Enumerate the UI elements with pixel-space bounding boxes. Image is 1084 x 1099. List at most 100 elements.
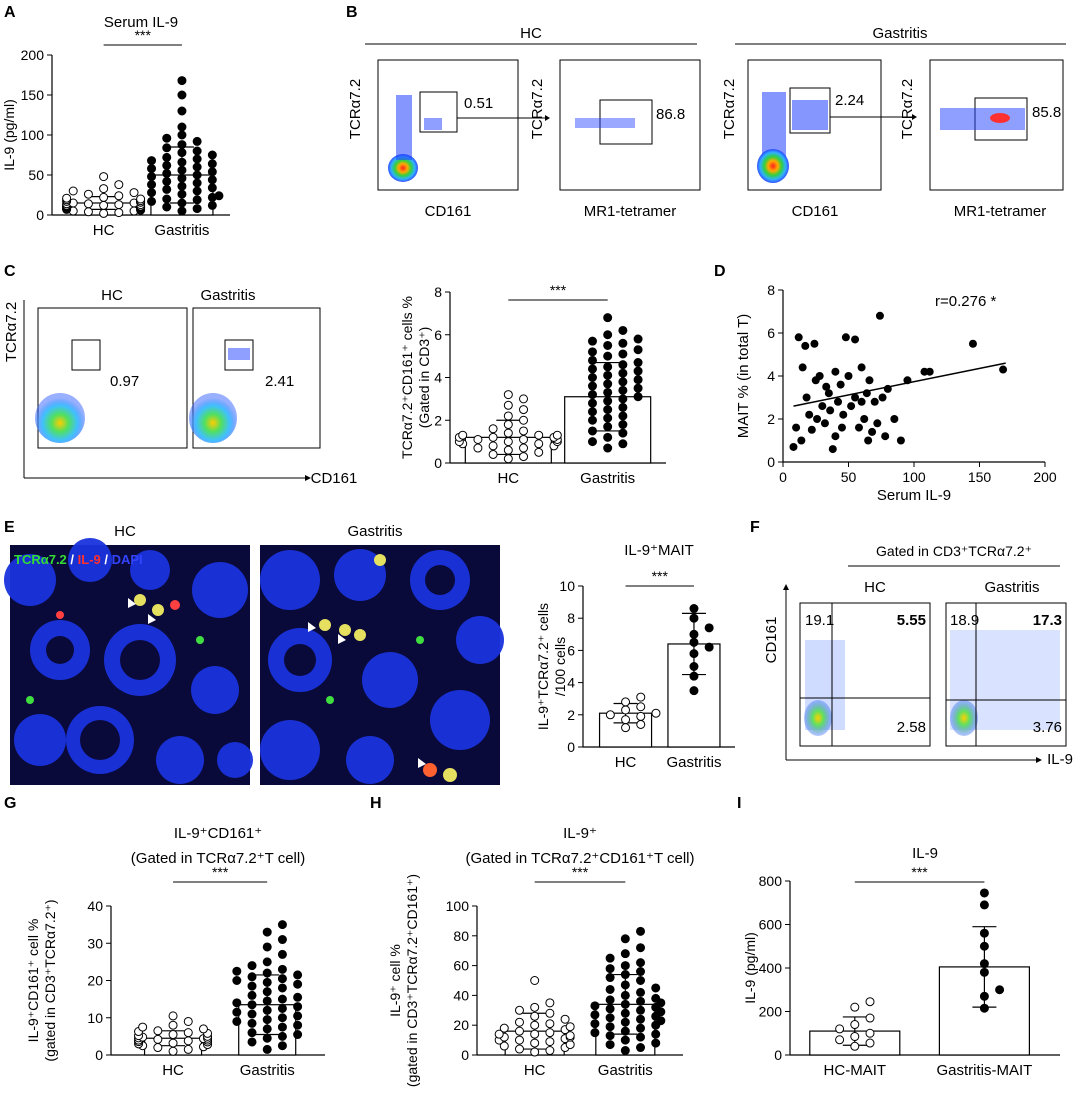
C-y-label-2: (Gated in CD3⁺) bbox=[416, 327, 432, 429]
C-data-point bbox=[519, 405, 529, 415]
f-hc-lr: 2.58 bbox=[897, 719, 926, 736]
I-data-point bbox=[850, 1032, 860, 1042]
E-y-tick-label: 0 bbox=[567, 739, 575, 755]
gas-density-core bbox=[757, 149, 789, 183]
d-data-point bbox=[881, 432, 890, 441]
d-y-tick-label: 4 bbox=[767, 368, 775, 384]
d-data-point bbox=[851, 335, 860, 344]
G-data-point bbox=[277, 1041, 287, 1051]
gastritis-flow-plot-2: 85.8 TCRα7.2 MR1-tetramer bbox=[899, 59, 1064, 220]
A-data-point bbox=[162, 194, 172, 204]
c-hc-gate bbox=[71, 339, 101, 371]
I-data-point bbox=[850, 1020, 860, 1030]
I-data-point bbox=[865, 1013, 875, 1023]
d-y-tick-label: 2 bbox=[767, 411, 775, 427]
H-data-point bbox=[545, 1028, 555, 1038]
A-data-point bbox=[177, 140, 187, 150]
f-gas-ul: 18.9 bbox=[950, 612, 979, 629]
G-y-label-2: (gated in CD3⁺TCRα7.2⁺) bbox=[42, 899, 58, 1061]
A-data-point bbox=[62, 193, 72, 203]
E-y-label: IL-9⁺TCRα7.2⁺ cells bbox=[535, 603, 551, 730]
C-data-point bbox=[503, 411, 513, 421]
A-data-point bbox=[162, 202, 172, 212]
E-data-point bbox=[651, 708, 661, 718]
I-x-tick-label: Gastritis-MAIT bbox=[936, 1062, 1032, 1079]
C-data-point bbox=[587, 390, 597, 400]
G-x-tick-label: Gastritis bbox=[240, 1062, 295, 1079]
G-data-point bbox=[277, 974, 287, 984]
C-data-point bbox=[587, 373, 597, 382]
d-data-point bbox=[818, 402, 827, 411]
H-data-point bbox=[530, 1038, 540, 1048]
G-data-point bbox=[153, 1043, 163, 1053]
E-y-tick-label: 10 bbox=[559, 578, 575, 594]
I-data-point bbox=[865, 997, 875, 1007]
H-data-point bbox=[620, 970, 630, 980]
A-data-point bbox=[114, 208, 124, 218]
E-y-tick-label: 2 bbox=[567, 707, 575, 723]
G-data-point bbox=[247, 1009, 257, 1019]
c-hc-title: HC bbox=[101, 287, 123, 304]
I-data-point bbox=[979, 941, 989, 951]
G-data-point bbox=[153, 1034, 163, 1044]
C-y-tick-label: 2 bbox=[434, 412, 442, 428]
E-data-point bbox=[621, 723, 631, 733]
C-data-point bbox=[603, 443, 613, 453]
A-data-point bbox=[83, 199, 93, 209]
f-hc-title: HC bbox=[864, 579, 886, 596]
H-data-point bbox=[636, 1023, 646, 1033]
d-x-tick-label: 200 bbox=[1033, 469, 1057, 485]
H-data-point bbox=[560, 1014, 570, 1024]
d-x-label: Serum IL-9 bbox=[877, 487, 951, 504]
C-data-point bbox=[618, 411, 628, 421]
C-data-point bbox=[618, 349, 628, 359]
c-gas-gate-events bbox=[228, 348, 250, 360]
H-data-point bbox=[590, 1019, 600, 1029]
G-data-point bbox=[153, 1026, 163, 1036]
H-data-point bbox=[636, 976, 646, 985]
C-data-point bbox=[618, 338, 628, 348]
C-data-point bbox=[633, 375, 643, 385]
C-data-point bbox=[603, 351, 613, 361]
d-data-point bbox=[860, 415, 869, 423]
C-data-point bbox=[552, 430, 562, 440]
H-data-point bbox=[636, 1032, 646, 1042]
G-data-point bbox=[262, 1033, 272, 1043]
A-data-point bbox=[147, 196, 157, 206]
A-data-point bbox=[177, 181, 187, 191]
C-data-point bbox=[519, 394, 529, 404]
chart-h-il9: 0 20 40 60 80 100 HC Gastritis *** IL-9⁺ (Gated in… bbox=[387, 825, 695, 1087]
c-hc-density bbox=[35, 393, 85, 443]
H-data-point bbox=[530, 1002, 540, 1012]
A-data-point bbox=[162, 143, 172, 153]
C-data-point bbox=[603, 396, 613, 406]
A-data-point bbox=[99, 172, 109, 182]
b-gas-xlabel2: MR1-tetramer bbox=[954, 203, 1047, 220]
C-data-point bbox=[603, 432, 613, 442]
gas-gate-events bbox=[792, 100, 828, 130]
panel-label-d: D bbox=[714, 263, 726, 280]
H-x-tick-label: HC bbox=[524, 1062, 546, 1079]
G-data-point bbox=[262, 996, 272, 1006]
H-data-point bbox=[605, 1004, 615, 1014]
panel-label-e: E bbox=[4, 519, 15, 536]
f-y-arrow-head bbox=[783, 584, 789, 590]
E-data-point bbox=[605, 710, 615, 720]
G-y-tick-label: 30 bbox=[87, 935, 103, 951]
H-data-point bbox=[545, 1037, 555, 1047]
G-data-point bbox=[262, 1044, 272, 1054]
d-data-point bbox=[826, 406, 835, 415]
A-data-point bbox=[177, 189, 187, 199]
H-data-point bbox=[605, 1040, 615, 1050]
A-data-point bbox=[192, 178, 202, 188]
d-regression-line bbox=[793, 362, 1006, 407]
f-gas-density bbox=[950, 700, 978, 736]
A-data-point bbox=[147, 164, 157, 174]
G-data-point bbox=[247, 1000, 257, 1010]
C-x-tick-label: HC bbox=[497, 470, 519, 487]
C-data-point bbox=[603, 413, 613, 423]
I-data-point bbox=[850, 1041, 860, 1051]
e-gastritis-title: Gastritis bbox=[347, 523, 402, 540]
H-data-point bbox=[530, 1020, 540, 1030]
d-data-point bbox=[794, 333, 803, 342]
